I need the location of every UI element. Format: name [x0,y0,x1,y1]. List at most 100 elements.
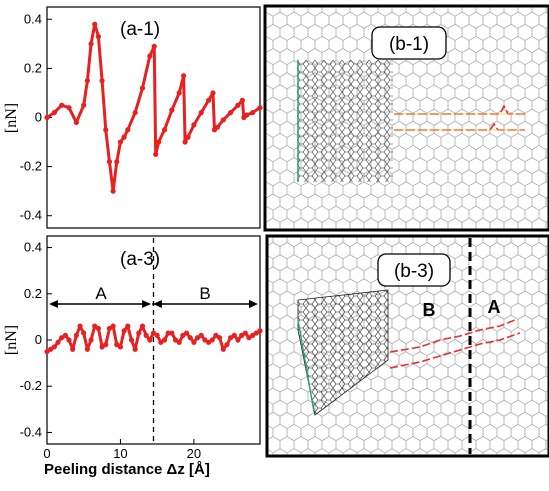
data-point [191,122,197,128]
data-point [183,330,190,336]
y-tick-label: 0.4 [24,11,42,26]
y-tick-label: -0.4 [20,208,42,223]
data-point [125,323,131,329]
data-point [117,139,124,145]
data-point [44,114,50,121]
label-box [371,26,447,60]
data-point [128,337,135,343]
panel-frame [263,4,549,232]
data-point [154,332,160,338]
data-point [187,335,193,341]
data-point [242,330,248,336]
data-point [55,339,61,345]
data-point [95,33,102,40]
data-point [143,332,149,338]
data-point [73,119,79,126]
y-tick-label: 0 [35,110,42,125]
region-label-b: B [423,300,436,320]
x-tick-label: 20 [187,446,201,461]
data-point [103,342,109,348]
series-group [44,323,263,355]
data-point [51,344,57,350]
peeled-chain [389,319,521,369]
data-point [205,97,212,103]
y-tick-label: 0.2 [24,60,42,75]
data-point [103,127,109,133]
data-point [147,337,153,343]
data-point [66,337,72,343]
y-axis-ticks: 0.4 0.2 0 -0.2 -0.4 [20,240,52,439]
series-line [46,22,261,193]
data-point [88,337,94,343]
y-tick-label: -0.4 [20,424,42,439]
data-point [235,337,241,343]
data-point [95,325,102,332]
data-point [220,346,226,352]
data-point [132,109,138,116]
data-point [198,109,204,116]
y-tick-label: -0.2 [20,378,42,393]
data-point [239,97,245,103]
data-point [169,107,175,113]
data-point [110,188,116,194]
data-point [209,337,215,343]
data-point [185,134,191,140]
data-point [231,332,237,338]
data-point [73,332,79,338]
data-point [139,85,146,91]
data-point [125,127,131,133]
panel-frame [265,234,549,458]
x-tick-label: 0 [43,446,50,461]
data-point [176,339,182,345]
data-point [224,342,230,348]
y-tick-label: -0.2 [20,159,42,174]
panel-label: (a-1) [120,19,160,40]
x-axis-ticks: 0 10 20 [43,439,201,461]
panel-b1: (b-1) [263,4,549,232]
data-point [92,21,98,27]
data-point [59,102,65,108]
nanotube-edge [297,319,315,413]
data-point [198,332,204,338]
data-point [51,109,57,116]
data-point [181,73,187,79]
data-point [214,124,220,130]
data-point [66,105,72,111]
label-box [377,253,451,287]
panel-a1: 0.4 0.2 0 -0.2 -0.4 [nN] (a-1) [3,6,263,229]
data-point [250,109,256,116]
data-point [151,43,157,49]
y-tick-label: 0.2 [24,286,42,301]
y-tick-label: 0 [35,332,42,347]
nanotube [297,289,389,416]
data-point [217,335,223,341]
data-point [244,112,250,118]
data-point [121,328,127,334]
y-tick-label: 0.4 [24,240,42,255]
region-label-a: A [95,284,107,303]
panel-a3: 0.4 0.2 0 -0.2 -0.4 0 10 20 [nN] (a-3) A B Pee… [3,235,263,478]
data-point [132,346,138,352]
data-point [257,105,263,111]
data-point [210,90,216,96]
panel-label: (b-3) [394,261,434,282]
data-point [161,337,168,343]
data-point [99,78,105,84]
panel-label: (b-1) [389,34,429,55]
panel-label: (a-3) [120,249,160,270]
data-point [228,109,234,116]
data-point [117,344,124,350]
data-point [176,90,182,96]
region-label-b: B [199,284,210,303]
data-point [121,134,127,140]
data-point [84,346,90,352]
data-point [169,330,175,336]
x-axis-label: Peeling distance Δz [Å] [44,461,210,478]
series-group [44,21,263,194]
data-point [81,330,87,336]
data-point [156,139,162,145]
peeled-chain-highlight [394,113,525,131]
data-point [110,323,116,329]
nanotube [297,60,393,182]
